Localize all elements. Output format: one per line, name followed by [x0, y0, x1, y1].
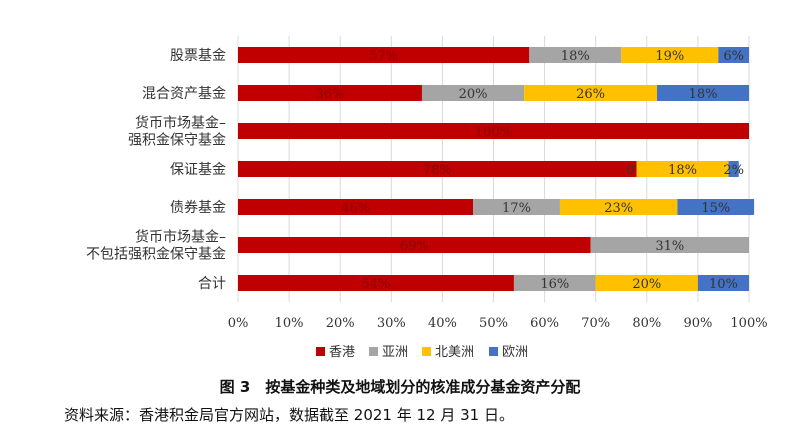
data-label: 31% [655, 239, 684, 254]
bar-segment [238, 237, 591, 253]
stacked-bar-chart: 0% 10% 20% 30% 40% 50% 60% 70% 80% 90% 100% 股票基金 57%… [86, 36, 768, 360]
data-label: 15% [701, 201, 730, 216]
x-tick-label: 10% [275, 316, 304, 331]
x-tick-label: 100% [730, 316, 767, 331]
bar-segment [559, 199, 678, 215]
x-tick-label: 0% [228, 316, 249, 331]
x-tick-label: 50% [479, 316, 508, 331]
legend-label: 欧洲 [502, 345, 528, 360]
category-label: 货币市场基金– [135, 229, 226, 246]
data-label: 20% [632, 277, 661, 292]
category-label: 保证基金 [170, 161, 226, 178]
bar-segment [238, 161, 637, 177]
legend-label: 香港 [329, 345, 355, 360]
bar-segment [529, 47, 622, 63]
category-label: 货币市场基金– [135, 115, 226, 132]
x-tick-label: 30% [377, 316, 406, 331]
bar-segment [421, 85, 525, 101]
bar-segment [238, 275, 514, 291]
data-label: 54% [362, 277, 391, 292]
data-label: 20% [459, 87, 488, 102]
bar-segment [636, 161, 729, 177]
category-label: 不包括强积金保守基金 [86, 246, 226, 263]
category-label: 混合资产基金 [142, 85, 226, 102]
data-label: 23% [604, 201, 633, 216]
data-label: 26% [576, 87, 605, 102]
x-tick-label: 20% [326, 316, 355, 331]
x-tick-label: 80% [632, 316, 661, 331]
data-label: 16% [540, 277, 569, 292]
x-tick-label: 90% [683, 316, 712, 331]
x-tick-label: 60% [530, 316, 559, 331]
data-label: 69% [400, 239, 429, 254]
x-tick-label: 70% [581, 316, 610, 331]
bar-segment [238, 85, 422, 101]
bar-segment [718, 47, 749, 63]
legend-swatch [369, 347, 378, 356]
legend-swatch [489, 347, 498, 356]
data-label: 78% [423, 163, 452, 178]
category-label: 股票基金 [170, 47, 226, 64]
bar-segment [621, 47, 719, 63]
bar-segment [513, 275, 596, 291]
bar-segment [473, 199, 560, 215]
bar-segment [590, 237, 749, 253]
data-label: 19% [655, 49, 684, 64]
data-label: 2% [723, 163, 744, 178]
bar-segment [524, 85, 658, 101]
bar-segment [595, 275, 698, 291]
bar-segment [238, 47, 530, 63]
bar-segment [728, 161, 739, 177]
data-label: 57% [369, 49, 398, 64]
category-label: 合计 [198, 276, 226, 292]
legend-label: 北美洲 [435, 345, 474, 360]
data-label: 18% [668, 163, 697, 178]
bar-segment [238, 123, 749, 139]
category-label: 债券基金 [170, 199, 226, 216]
bar-segment [238, 199, 474, 215]
data-label: 18% [689, 87, 718, 102]
legend-swatch [316, 347, 325, 356]
data-label: 6% [723, 49, 744, 64]
figure-caption: 图 3 按基金种类及地域划分的核准成分基金资产分配 [219, 378, 581, 396]
data-label: 100% [475, 125, 512, 140]
data-label: 46% [341, 201, 370, 216]
bar-segment [657, 85, 749, 101]
data-label: 18% [561, 49, 590, 64]
source-note: 资料来源：香港积金局官方网站，数据截至 2021 年 12 月 31 日。 [64, 406, 514, 424]
data-label: 36% [316, 87, 345, 102]
legend-swatch [422, 347, 431, 356]
category-label: 强积金保守基金 [128, 132, 226, 149]
bar-segment [677, 199, 755, 215]
data-label: 17% [502, 201, 531, 216]
legend-label: 亚洲 [382, 345, 408, 360]
data-label: 10% [709, 277, 738, 292]
bar-segment [697, 275, 749, 291]
x-tick-label: 40% [428, 316, 457, 331]
